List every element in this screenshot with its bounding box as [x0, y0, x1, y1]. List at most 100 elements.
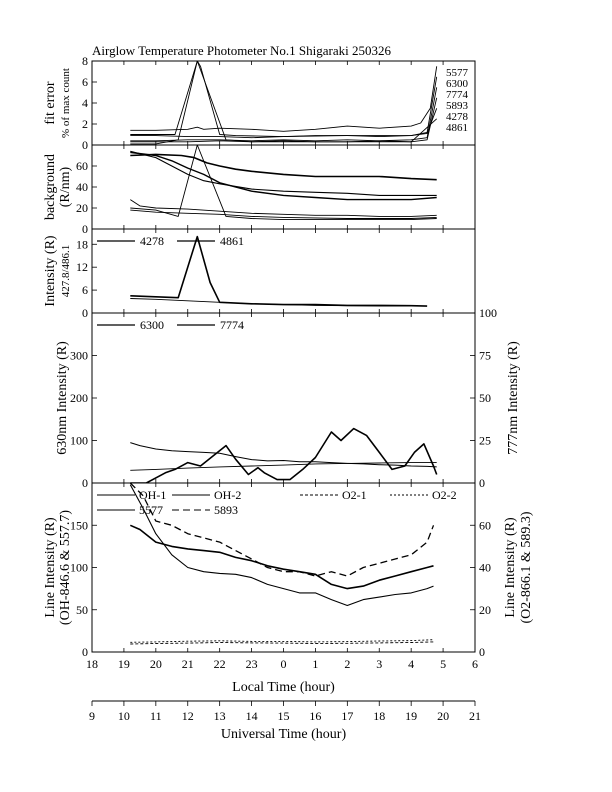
x-tick-label-ut: 16 [309, 709, 321, 723]
y-tick-label: 0 [82, 222, 88, 236]
x-tick-label-local: 23 [246, 657, 258, 671]
series-4278 [130, 235, 428, 307]
legend-label-4278: 4278 [140, 234, 164, 248]
series-label-4861: 4861 [446, 122, 468, 134]
legend-label-o2-2: O2-2 [432, 488, 457, 502]
y-tick-label: 0 [82, 645, 88, 659]
y-tick-label: 2 [82, 117, 88, 131]
series-6300 [130, 76, 438, 139]
series-6300-2 [130, 462, 437, 471]
y-axis-label: Intensity (R) [43, 235, 58, 306]
series-5893 [130, 97, 438, 143]
y-tick-label: 50 [76, 603, 88, 617]
x-tick-label-local: 21 [182, 657, 194, 671]
x-tick-label-ut: 17 [341, 709, 353, 723]
y-tick-label: 6 [82, 75, 88, 89]
x-tick-label-local: 5 [440, 657, 446, 671]
x-tick-label-ut: 18 [373, 709, 385, 723]
y-tick-label-right: 75 [479, 349, 491, 363]
y-tick-label: 100 [70, 561, 88, 575]
x-tick-label-ut: 10 [118, 709, 130, 723]
panel-blue: 0 6 12 18 Intensity (R) 427.8/486.1 4278 4861 [43, 228, 476, 320]
legend-label-oh-2: OH-2 [214, 488, 241, 502]
series-oh-2 [129, 524, 434, 590]
legend-label-o2-1: O2-1 [342, 488, 367, 502]
series-label-5577: 5577 [446, 67, 469, 79]
y-tick-label: 300 [70, 349, 88, 363]
series-5893 [130, 199, 437, 217]
series-oh-1 [129, 484, 434, 607]
panel-frame [91, 312, 476, 484]
legend-label-5577: 5577 [139, 503, 163, 517]
series-6300 [130, 442, 437, 468]
legend-label-4861: 4861 [220, 234, 244, 248]
y-tick-label: 200 [70, 391, 88, 405]
y-tick-label-right: 50 [479, 391, 491, 405]
x-tick-label-local: 0 [281, 657, 287, 671]
x-tick-label-ut: 13 [214, 709, 226, 723]
y-axis-label-2: % of max count [60, 68, 72, 138]
series-5893 [129, 483, 435, 577]
y-axis-label: 630nm Intensity (R) [55, 341, 70, 455]
x-tick-label-ut: 21 [469, 709, 481, 723]
legend-label-oh-1: OH-1 [139, 488, 166, 502]
x-tick-label-ut: 19 [405, 709, 417, 723]
x-tick-label-local: 2 [344, 657, 350, 671]
y-tick-label-right: 0 [479, 476, 485, 490]
panel-fit: 0 2 4 6 8 fit error% of max count 557763007774… [43, 54, 476, 152]
y-tick-label: 6 [82, 283, 88, 297]
y-tick-label: 12 [76, 260, 88, 274]
x-tick-label-ut: 20 [437, 709, 449, 723]
series-label-7774: 7774 [446, 89, 469, 101]
series-7774 [130, 87, 438, 142]
series-4278 [130, 145, 437, 221]
x-tick-label-ut: 9 [89, 709, 95, 723]
series-4278 [130, 61, 438, 138]
series-o2-1 [130, 641, 434, 645]
x-tick-label-local: 6 [472, 657, 478, 671]
series-7774 [130, 427, 438, 483]
series-label-5893: 5893 [446, 100, 469, 112]
y-axis-label: background [43, 154, 58, 220]
y-tick-label: 8 [82, 54, 88, 68]
y-tick-label: 18 [76, 237, 88, 251]
x-tick-label-ut: 12 [182, 709, 194, 723]
y-axis-label-right: 777nm Intensity (R) [506, 341, 521, 455]
x-tick-label-local: 20 [150, 657, 162, 671]
x-axis-label-ut: Universal Time (hour) [221, 727, 347, 742]
series-6300 [130, 150, 437, 196]
y-tick-label-right: 0 [479, 645, 485, 659]
y-tick-label-right: 100 [479, 306, 497, 320]
y-axis-label-2: 427.8/486.1 [60, 245, 72, 298]
y-tick-label-right: 40 [479, 561, 491, 575]
y-tick-label: 100 [70, 434, 88, 448]
x-tick-label-local: 4 [408, 657, 414, 671]
x-tick-label-local: 19 [118, 657, 130, 671]
panel-background: 0 20 40 60 background (R/nm) [43, 144, 476, 236]
x-axis-label-local: Local Time (hour) [232, 680, 335, 695]
legend-label-5893: 5893 [214, 503, 238, 517]
y-tick-label-right: 60 [479, 518, 491, 532]
y-tick-label: 40 [76, 180, 88, 194]
y-tick-label: 0 [82, 306, 88, 320]
series-7774 [130, 151, 437, 201]
series-label-4278: 4278 [446, 111, 469, 123]
y-tick-label-right: 25 [479, 434, 491, 448]
y-tick-label: 20 [76, 201, 88, 215]
x-tick-label-local: 1 [312, 657, 318, 671]
y-tick-label: 0 [82, 138, 88, 152]
legend-label-7774: 7774 [220, 318, 244, 332]
y-tick-label-right: 20 [479, 603, 491, 617]
y-axis-label: fit error [43, 81, 58, 124]
series-label-6300: 6300 [446, 78, 469, 90]
series-4861 [130, 209, 437, 219]
x-tick-label-ut: 11 [150, 709, 162, 723]
y-tick-label: 0 [82, 476, 88, 490]
series-5577 [130, 66, 438, 132]
y-axis-label-2: (OH-846.6 & 557.7) [58, 510, 73, 625]
panel-frame [91, 60, 476, 146]
